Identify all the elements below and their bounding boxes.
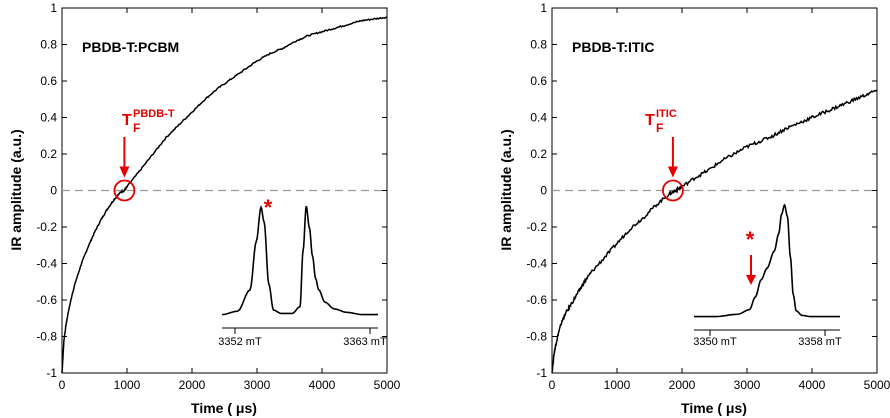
y-tick-label: -0.8 <box>526 330 547 344</box>
y-tick-label: -0.6 <box>526 293 547 307</box>
axis-ticks: 0 1000 2000 3000 4000 5000 -1 -0.8 -0.6 -0.4 -0.2 0… <box>36 1 400 392</box>
y-tick-label: -0.8 <box>36 330 57 344</box>
inset-tick-label: 3352 mT <box>218 336 262 348</box>
tf-circle <box>662 179 684 202</box>
x-tick-label: 0 <box>59 378 66 392</box>
chart-panel-itic: 0 1000 2000 3000 4000 5000 -1 -0.8 -0.6 -0.4 -0.2 0… <box>498 1 890 416</box>
tf-superscript: PBDB-T <box>133 108 175 120</box>
inset-trace <box>221 205 378 316</box>
y-tick-label: 0.2 <box>530 147 547 161</box>
tf-superscript: ITIC <box>656 108 677 120</box>
tf-subscript: F <box>656 121 663 135</box>
y-axis-title: IR amplitude (a.u.) <box>498 129 514 250</box>
y-tick-label: 0.4 <box>40 111 57 125</box>
epr-inset: 3352 mT 3363 mT * <box>218 195 387 348</box>
x-tick-label: 2000 <box>179 378 206 392</box>
y-tick-label: -0.6 <box>36 293 57 307</box>
transient-trace <box>61 16 388 374</box>
inset-trace <box>694 203 840 318</box>
y-tick-label: 1 <box>540 1 547 15</box>
tf-circle <box>113 179 136 202</box>
y-tick-label: 0.6 <box>40 74 57 88</box>
y-tick-label: 0.4 <box>530 111 547 125</box>
tf-marker: T F ITIC <box>645 108 684 202</box>
transient-trace <box>551 89 878 374</box>
y-tick-label: 1 <box>50 1 57 15</box>
chart-panel-pcbm: 0 1000 2000 3000 4000 5000 -1 -0.8 -0.6 -0.4 -0.2 0… <box>8 1 401 416</box>
x-axis-title: Time ( μs) <box>681 400 747 416</box>
x-tick-label: 3000 <box>244 378 271 392</box>
y-tick-label: -0.4 <box>36 257 57 271</box>
x-tick-label: 2000 <box>669 378 696 392</box>
tf-arrow-head <box>667 166 678 178</box>
y-tick-label: 0.2 <box>40 147 57 161</box>
y-tick-label: -1 <box>536 366 547 380</box>
x-tick-label: 0 <box>549 378 556 392</box>
x-tick-label: 3000 <box>734 378 761 392</box>
y-tick-label: -0.2 <box>526 220 547 234</box>
x-tick-label: 1000 <box>114 378 141 392</box>
inset-arrow-head <box>746 275 756 285</box>
inset-star: * <box>264 195 273 220</box>
axis-ticks: 0 1000 2000 3000 4000 5000 -1 -0.8 -0.6 -0.4 -0.2 0… <box>526 1 890 392</box>
y-tick-label: -1 <box>46 366 57 380</box>
y-tick-label: 0.8 <box>40 38 57 52</box>
y-tick-label: 0.8 <box>530 38 547 52</box>
y-tick-label: -0.2 <box>36 220 57 234</box>
inset-tick-label: 3358 mT <box>798 336 842 348</box>
x-tick-label: 1000 <box>604 378 631 392</box>
tf-subscript: F <box>133 121 140 135</box>
tf-label: T <box>122 112 132 129</box>
x-tick-label: 5000 <box>374 378 401 392</box>
y-axis-title: IR amplitude (a.u.) <box>8 129 24 250</box>
inset-tick-label: 3363 mT <box>343 336 387 348</box>
x-tick-label: 4000 <box>799 378 826 392</box>
x-tick-label: 5000 <box>864 378 890 392</box>
panel-title: PBDB-T:ITIC <box>572 39 654 55</box>
y-tick-label: -0.4 <box>526 257 547 271</box>
panel-title: PBDB-T:PCBM <box>82 39 179 55</box>
tf-arrow-head <box>119 166 130 178</box>
y-tick-label: 0 <box>50 184 57 198</box>
tf-marker: T F PBDB-T <box>113 108 175 202</box>
inset-star: * <box>746 227 755 252</box>
x-tick-label: 4000 <box>309 378 336 392</box>
epr-inset: 3350 mT 3358 mT * <box>693 203 842 348</box>
inset-tick-label: 3350 mT <box>693 336 737 348</box>
y-tick-label: 0.6 <box>530 74 547 88</box>
tf-label: T <box>645 112 655 129</box>
x-axis-title: Time ( μs) <box>191 400 257 416</box>
y-tick-label: 0 <box>540 184 547 198</box>
